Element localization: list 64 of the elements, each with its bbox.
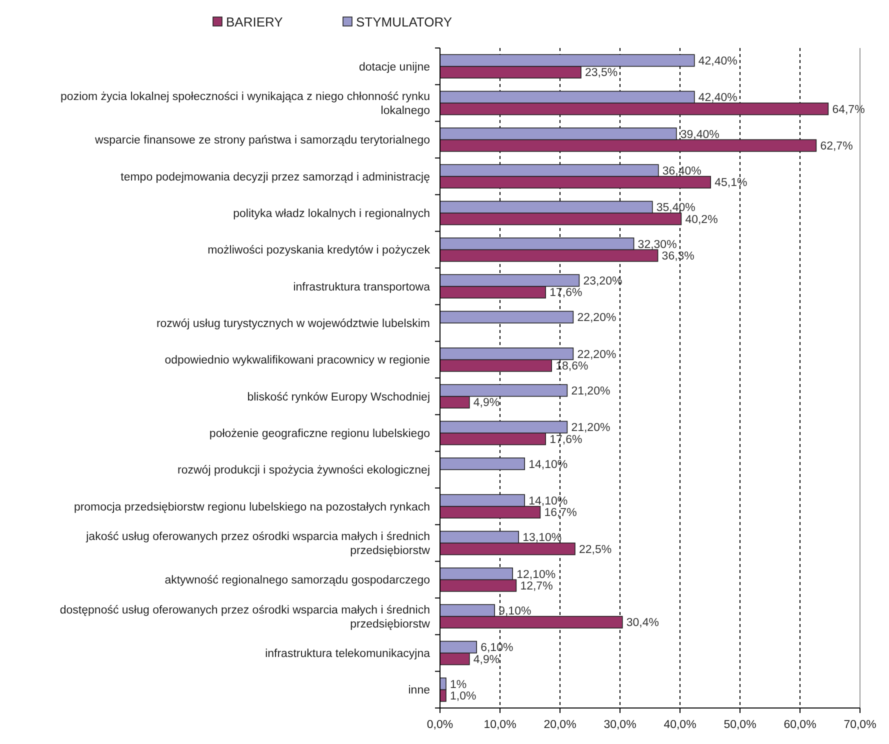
x-tick-label: 30,0% bbox=[604, 719, 636, 731]
data-label: 22,5% bbox=[579, 544, 612, 556]
x-tick-label: 60,0% bbox=[784, 719, 816, 731]
data-label: 22,20% bbox=[577, 312, 616, 324]
data-label: 22,20% bbox=[577, 348, 616, 361]
legend-label: STYMULATORY bbox=[356, 14, 452, 30]
y-tick-label: możliwości pozyskania kredytów i pożyczek bbox=[208, 244, 430, 257]
y-tick-label: rozwój usług turystycznych w województwie lubelskim bbox=[156, 318, 430, 330]
y-tick-label: infrastruktura transportowa bbox=[293, 281, 431, 294]
data-label: 42,40% bbox=[698, 55, 738, 68]
data-label: 12,7% bbox=[520, 580, 553, 593]
data-label: 35,40% bbox=[656, 202, 696, 214]
y-tick-label: aktywność regionalnego samorządu gospodarczego bbox=[164, 574, 430, 587]
data-label: 16,7% bbox=[544, 507, 577, 520]
y-tick-label: inne bbox=[408, 684, 430, 697]
data-label: 36,40% bbox=[662, 165, 702, 178]
data-label: 30,4% bbox=[626, 617, 660, 630]
data-label: 6,10% bbox=[480, 642, 514, 654]
y-tick-label: infrastruktura telekomunikacyjna bbox=[265, 648, 431, 660]
data-label: 13,10% bbox=[522, 532, 562, 544]
data-label: 62,7% bbox=[820, 140, 853, 153]
x-tick-label: 50,0% bbox=[724, 719, 756, 731]
data-label: 42,40% bbox=[698, 92, 738, 104]
x-tick-label: 40,0% bbox=[664, 719, 696, 731]
data-label: 45,1% bbox=[714, 177, 748, 190]
y-tick-label: rozwój produkcji i spożycia żywności ekologicznej bbox=[178, 464, 430, 477]
y-tick-label: promocja przedsiębiorstw regionu lubelskiego na pozostałych rynkach bbox=[74, 501, 430, 514]
data-label: 4,9% bbox=[473, 397, 500, 410]
y-tick-label: polityka władz lokalnych i regionalnych bbox=[233, 208, 430, 220]
data-label: 23,5% bbox=[585, 67, 618, 80]
data-label: 21,20% bbox=[571, 422, 610, 434]
y-tick-label: wsparcie finansowe ze strony państwa i samorządu terytorialnego bbox=[94, 134, 430, 147]
y-tick-label: dostępność usług oferowanych przez ośrodki wsparcia małych i średnich przedsiębiorstw bbox=[60, 604, 431, 630]
legend-label: BARIERY bbox=[226, 14, 284, 30]
y-tick-label: poziom życia lokalnej społeczności i wynikająca z niego chłonność rynku lokalnego bbox=[60, 91, 430, 118]
data-label: 1,0% bbox=[450, 690, 476, 703]
data-label: 14,10% bbox=[528, 495, 568, 508]
data-label: 17,6% bbox=[550, 434, 582, 446]
y-tick-label: położenie geograficzne regionu lubelskiego bbox=[209, 428, 430, 440]
x-tick-label: 0,0% bbox=[426, 719, 454, 731]
data-label: 21,20% bbox=[571, 385, 610, 398]
data-label: 18,6% bbox=[556, 360, 588, 373]
data-label: 1% bbox=[450, 678, 467, 691]
y-tick-label: dotacje unijne bbox=[359, 61, 430, 74]
x-tick-label: 70,0% bbox=[844, 719, 876, 731]
x-tick-label: 20,0% bbox=[544, 719, 576, 731]
x-tick-label: 10,0% bbox=[484, 719, 516, 731]
data-label: 40,2% bbox=[685, 214, 718, 226]
y-tick-label: odpowiednio wykwalifikowani pracownicy w regionie bbox=[164, 354, 430, 367]
y-tick-label: jakość usług oferowanych przez ośrodki wsparcia małych i średnich przedsiębiorstw bbox=[85, 531, 431, 558]
y-tick-label: bliskość rynków Europy Wschodniej bbox=[247, 391, 430, 404]
data-label: 14,10% bbox=[528, 458, 568, 471]
data-label: 9,10% bbox=[498, 605, 532, 618]
bar bbox=[440, 310, 574, 324]
bar bbox=[440, 458, 525, 470]
data-label: 4,9% bbox=[473, 654, 500, 666]
data-label: 12,10% bbox=[516, 568, 556, 581]
data-label: 36,3% bbox=[662, 250, 694, 263]
data-label: 17,6% bbox=[550, 287, 582, 300]
data-label: 32,30% bbox=[638, 238, 677, 251]
y-tick-label: tempo podejmowania decyzji przez samorząd i administrację bbox=[120, 171, 430, 184]
data-label: 39,40% bbox=[680, 128, 720, 141]
data-label: 64,7% bbox=[832, 104, 865, 116]
data-label: 23,20% bbox=[583, 275, 622, 288]
